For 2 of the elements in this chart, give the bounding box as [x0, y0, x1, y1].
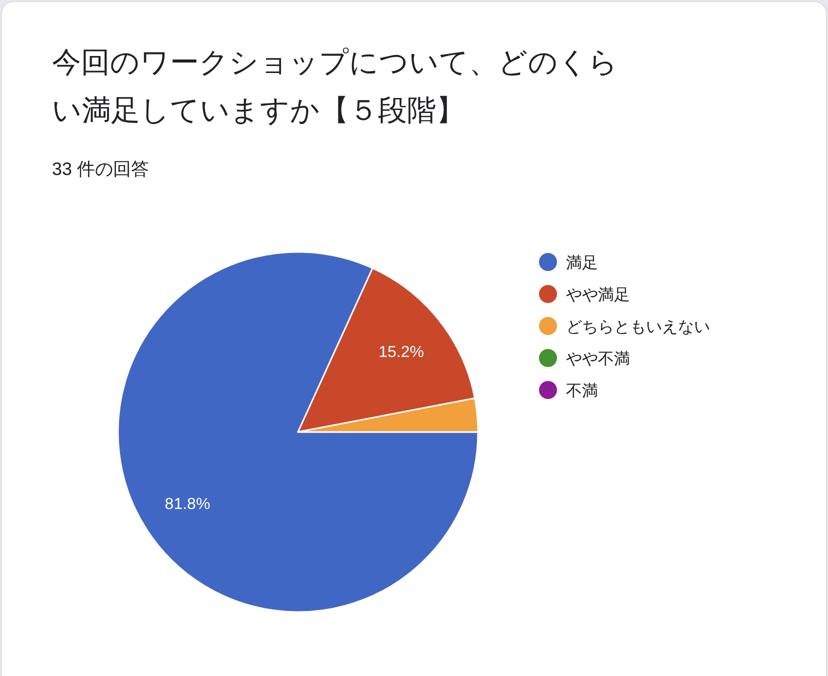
title: 今回のワークショップについて、どのくらい満足していますか【５段階】: [52, 47, 618, 127]
subtitle: 33 件の回答: [52, 159, 150, 179]
